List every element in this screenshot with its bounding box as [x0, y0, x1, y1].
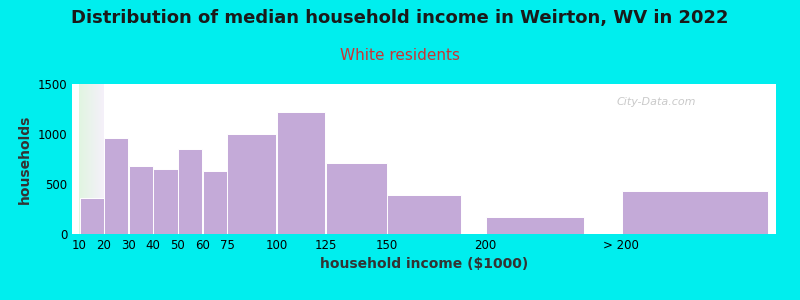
Y-axis label: households: households: [18, 114, 32, 204]
Text: City-Data.com: City-Data.com: [617, 97, 696, 107]
Bar: [202, 171, 227, 234]
Bar: [154, 169, 178, 234]
Bar: [486, 217, 583, 234]
Bar: [104, 138, 129, 234]
Bar: [129, 166, 153, 234]
Bar: [326, 163, 386, 234]
X-axis label: household income ($1000): household income ($1000): [320, 257, 528, 272]
Bar: [79, 198, 104, 234]
Bar: [622, 191, 768, 234]
Bar: [277, 112, 326, 234]
Bar: [178, 148, 202, 234]
Text: White residents: White residents: [340, 48, 460, 63]
Text: Distribution of median household income in Weirton, WV in 2022: Distribution of median household income …: [71, 9, 729, 27]
Bar: [387, 195, 461, 234]
Bar: [227, 134, 276, 234]
